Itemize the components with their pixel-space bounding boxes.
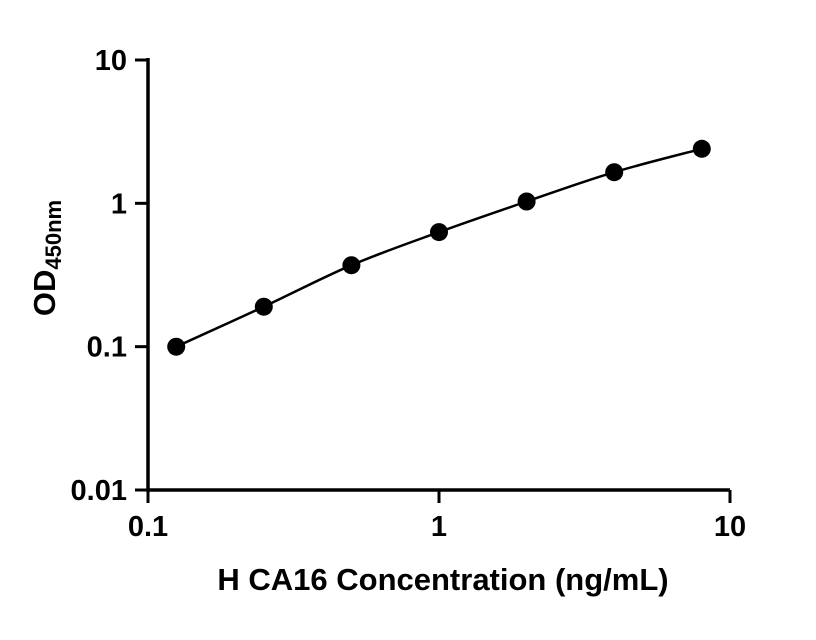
data-point	[254, 297, 273, 316]
data-point	[430, 223, 448, 242]
data-point	[342, 256, 361, 275]
y-axis-label-subscript: 450nm	[41, 199, 66, 270]
data-point	[167, 337, 186, 356]
y-axis-label: OD450nm	[27, 200, 67, 316]
x-axis-label: H CA16 Concentration (ng/mL)	[217, 562, 669, 597]
x-tick-label: 10	[714, 511, 746, 543]
data-point	[692, 139, 711, 158]
y-axis-label-main: OD	[27, 269, 62, 317]
x-tick-label: 1	[431, 511, 447, 543]
y-tick-label: 0.1	[87, 332, 127, 364]
y-tick-label: 0.01	[71, 475, 127, 507]
data-point	[517, 192, 536, 211]
y-tick-label: 10	[95, 45, 127, 77]
data-point	[605, 163, 624, 182]
y-tick-label: 1	[111, 188, 127, 220]
x-tick-label: 0.1	[128, 511, 168, 543]
standard-curve-line	[175, 147, 703, 348]
